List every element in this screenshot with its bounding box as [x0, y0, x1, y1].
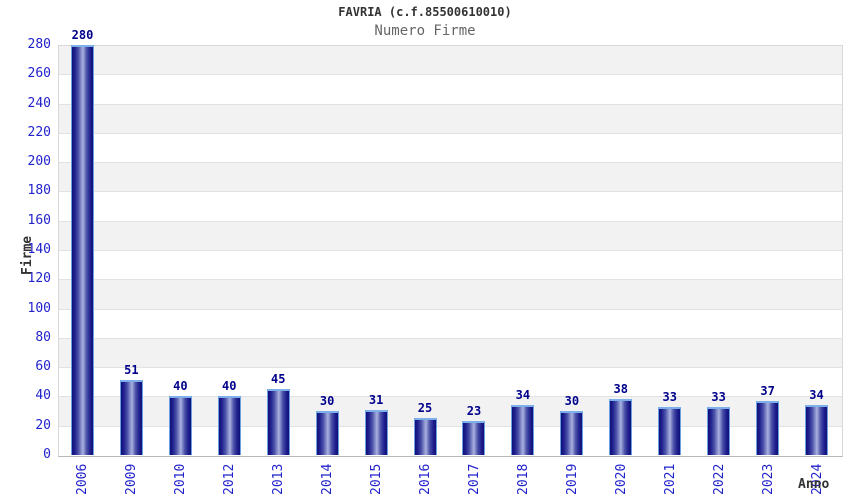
bar-value-label: 38	[613, 382, 628, 397]
x-tick-label: 2018	[515, 463, 531, 495]
y-tick-label: 240	[27, 95, 51, 111]
grid-band	[59, 192, 842, 222]
bar	[707, 406, 731, 455]
bar	[119, 380, 143, 455]
grid-band	[59, 133, 842, 164]
y-tick-label: 20	[35, 417, 51, 433]
bar-value-label: 40	[222, 379, 237, 394]
x-tick-label: 2019	[564, 463, 580, 495]
y-tick-label: 0	[43, 447, 51, 462]
grid-band	[59, 309, 842, 339]
y-tick-label: 140	[27, 242, 51, 257]
bar-value-label: 30	[564, 394, 580, 409]
grid-band	[59, 221, 842, 251]
y-tick-label: 120	[27, 271, 51, 287]
x-tick-label: 2013	[271, 463, 287, 495]
bar-value-label: 23	[466, 404, 482, 419]
grid-band	[59, 75, 842, 105]
x-tick-label: 2015	[369, 463, 385, 495]
grid-band	[59, 368, 842, 398]
y-tick-label: 80	[35, 329, 51, 345]
x-tick-label: 2014	[320, 463, 336, 495]
bar	[364, 409, 388, 455]
bar-value-label: 37	[760, 383, 775, 398]
bar	[462, 421, 486, 455]
bar	[266, 389, 290, 455]
y-tick-label: 200	[27, 154, 51, 170]
bar	[560, 411, 584, 455]
x-tick-label: 2022	[711, 463, 727, 495]
bar	[168, 396, 192, 455]
grid-band	[59, 104, 842, 134]
bar	[609, 399, 633, 455]
x-tick-label: 2009	[124, 463, 140, 495]
bar	[315, 411, 339, 455]
bar	[658, 406, 682, 455]
x-tick-label: 2010	[173, 463, 189, 495]
bar-value-label: 33	[711, 389, 726, 404]
bar-value-label: 30	[319, 394, 335, 409]
y-tick-label: 220	[27, 124, 51, 140]
y-tick-label: 180	[27, 183, 51, 199]
y-tick-label: 280	[27, 37, 51, 52]
bar-value-label: 31	[368, 392, 384, 407]
chart-subtitle: Numero Firme	[374, 23, 476, 39]
y-tick-label: 160	[27, 212, 51, 228]
bar-value-label: 33	[662, 389, 677, 404]
chart-title: FAVRIA (c.f.85500610010)	[338, 5, 512, 19]
x-axis-title: Anno	[798, 477, 830, 492]
bar	[511, 405, 535, 455]
bar-value-label: 45	[270, 372, 286, 387]
bar-value-label: 34	[809, 388, 824, 403]
grid-band	[59, 251, 842, 281]
x-tick-label: 2020	[613, 463, 629, 495]
x-tick-label: 2021	[662, 463, 678, 495]
bar-value-label: 34	[515, 388, 531, 403]
grid-band	[59, 280, 842, 310]
bar	[217, 396, 241, 455]
x-tick-label: 2017	[466, 463, 482, 495]
grid-band	[59, 46, 842, 76]
x-tick-label: 2012	[222, 463, 238, 495]
bar-value-label: 280	[71, 28, 94, 42]
grid-band	[59, 163, 842, 193]
bar-value-label: 40	[173, 379, 188, 394]
y-tick-label: 60	[35, 359, 51, 375]
bar-value-label: 51	[124, 363, 139, 378]
plot-area	[58, 45, 843, 457]
x-tick-label: 2016	[418, 463, 434, 495]
grid-band	[59, 338, 842, 369]
y-tick-label: 260	[27, 66, 51, 82]
x-tick-label: 2006	[75, 463, 91, 495]
y-tick-label: 40	[35, 388, 51, 404]
y-tick-label: 100	[27, 300, 51, 316]
bar	[413, 418, 437, 455]
y-axis-title: Firme	[20, 235, 35, 275]
bar	[805, 405, 829, 455]
bar-value-label: 25	[417, 401, 433, 416]
bar	[70, 45, 94, 455]
x-tick-label: 2023	[760, 463, 776, 495]
bar	[756, 400, 780, 455]
